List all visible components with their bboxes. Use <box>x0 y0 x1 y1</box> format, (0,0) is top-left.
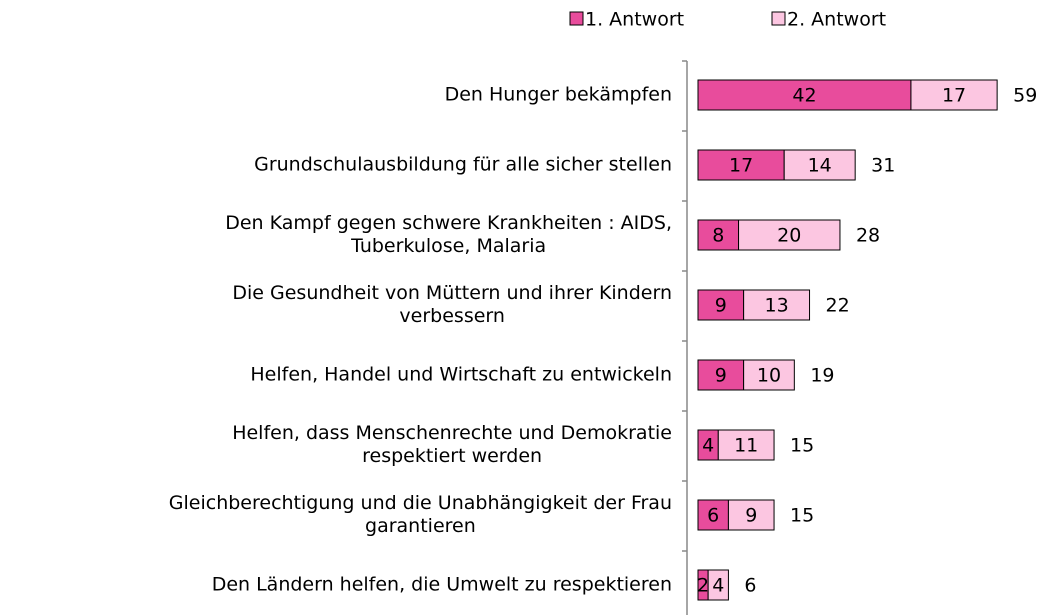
bar-segment <box>717 429 775 461</box>
bar-segment <box>743 289 811 321</box>
total-label: 19 <box>810 365 834 387</box>
value-label: 20 <box>777 225 801 247</box>
category-label: Helfen, Handel und Wirtschaft zu entwick… <box>250 363 672 386</box>
bar-segment <box>697 149 785 181</box>
legend-label: 2. Antwort <box>787 9 886 31</box>
value-label: 14 <box>808 155 832 177</box>
value-label: 9 <box>745 505 757 527</box>
legend-swatch <box>771 11 786 26</box>
bar-segment <box>697 289 745 321</box>
category-label: Den Hunger bekämpfen <box>444 83 672 106</box>
category-label: Helfen, dass Menschenrechte und Demokrat… <box>232 422 672 467</box>
bar-segment <box>910 79 998 111</box>
value-label: 13 <box>764 295 788 317</box>
bar-segment <box>738 219 841 251</box>
value-label: 2 <box>697 575 709 597</box>
legend-label: 1. Antwort <box>585 9 684 31</box>
total-label: 15 <box>790 435 814 457</box>
bar-segment <box>697 219 740 251</box>
total-label: 15 <box>790 505 814 527</box>
bar-segment <box>783 149 856 181</box>
value-label: 6 <box>707 505 719 527</box>
bar-segment <box>727 499 775 531</box>
value-label: 10 <box>757 365 781 387</box>
total-label: 22 <box>826 295 850 317</box>
category-label: Gleichberechtigung und die Unabhängigkei… <box>168 492 672 537</box>
value-label: 8 <box>712 225 724 247</box>
total-label: 59 <box>1013 85 1037 107</box>
total-label: 31 <box>871 155 895 177</box>
value-label: 4 <box>702 435 714 457</box>
category-label: Die Gesundheit von Müttern und ihrer Kin… <box>232 282 672 327</box>
total-label: 6 <box>744 575 756 597</box>
bar-segment <box>697 499 729 531</box>
value-label: 42 <box>792 85 816 107</box>
category-label: Den Kampf gegen schwere Krankheiten : AI… <box>225 212 672 257</box>
bar-segment <box>743 359 795 391</box>
value-label: 17 <box>942 85 966 107</box>
bar-segment <box>697 359 745 391</box>
value-label: 9 <box>715 295 727 317</box>
value-label: 17 <box>729 155 753 177</box>
value-label: 4 <box>712 575 724 597</box>
category-label: Den Ländern helfen, die Umwelt zu respek… <box>211 573 672 596</box>
total-label: 28 <box>856 225 880 247</box>
bar-segment <box>707 569 729 601</box>
value-label: 11 <box>734 435 758 457</box>
category-label: Grundschulausbildung für alle sicher ste… <box>254 153 672 176</box>
value-label: 9 <box>715 365 727 387</box>
legend-swatch <box>569 11 584 26</box>
